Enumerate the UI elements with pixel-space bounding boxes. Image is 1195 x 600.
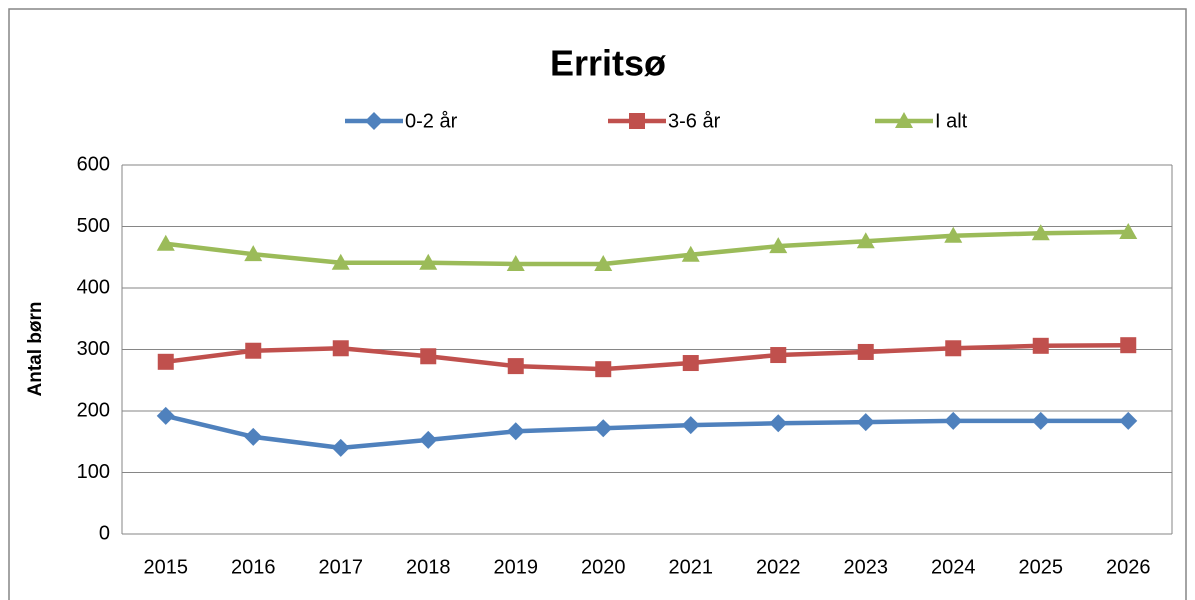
legend-marker <box>895 112 913 128</box>
data-point <box>944 226 963 243</box>
data-point <box>1119 223 1138 240</box>
x-tick-label: 2021 <box>669 556 714 578</box>
chart-title: Erritsø <box>550 43 666 84</box>
x-tick-label: 2024 <box>931 556 976 578</box>
series-line <box>165 342 1129 372</box>
data-point <box>331 253 350 270</box>
data-point <box>594 419 613 438</box>
data-point <box>945 340 962 357</box>
legend-marker <box>365 112 383 130</box>
data-point <box>1031 224 1050 241</box>
x-tick-label: 2020 <box>581 556 626 578</box>
data-point <box>156 234 175 251</box>
data-point <box>1031 411 1050 430</box>
data-point <box>420 348 437 365</box>
data-point <box>331 438 350 457</box>
data-point <box>681 416 700 435</box>
data-point <box>770 347 787 364</box>
x-tick-label: 2018 <box>406 556 451 578</box>
y-tick-label: 300 <box>77 338 110 360</box>
y-tick-label: 600 <box>77 153 110 175</box>
y-tick-label: 100 <box>77 461 110 483</box>
x-tick-label: 2022 <box>756 556 801 578</box>
data-point <box>681 245 700 262</box>
data-point <box>594 255 613 272</box>
x-tick-label: 2023 <box>844 556 889 578</box>
data-point <box>769 414 788 433</box>
data-point <box>419 430 438 449</box>
data-point <box>769 237 788 254</box>
legend-label: 3-6 år <box>668 110 721 132</box>
chart-border <box>8 8 1187 600</box>
x-tick-label: 2019 <box>494 556 539 578</box>
data-point <box>419 253 438 270</box>
data-point <box>157 353 174 370</box>
series-line <box>165 229 1129 267</box>
legend-label: I alt <box>935 110 968 132</box>
data-point <box>506 422 525 441</box>
series-line <box>165 413 1129 451</box>
data-point <box>595 361 612 378</box>
x-tick-label: 2016 <box>231 556 276 578</box>
x-tick-label: 2025 <box>1019 556 1064 578</box>
y-tick-label: 500 <box>77 215 110 237</box>
data-point <box>682 355 699 372</box>
y-tick-label: 400 <box>77 276 110 298</box>
y-tick-label: 200 <box>77 399 110 421</box>
data-point <box>1120 337 1137 354</box>
data-point <box>244 427 263 446</box>
y-axis-label: Antal børn <box>25 302 46 397</box>
data-point <box>507 358 524 375</box>
data-point <box>944 411 963 430</box>
data-point <box>506 255 525 272</box>
x-tick-label: 2026 <box>1106 556 1151 578</box>
x-tick-label: 2017 <box>319 556 364 578</box>
legend-marker <box>629 113 645 129</box>
data-point <box>1032 337 1049 354</box>
data-point <box>856 413 875 432</box>
y-tick-label: 0 <box>99 522 110 544</box>
data-point <box>244 245 263 262</box>
data-point <box>156 406 175 425</box>
data-point <box>245 342 262 359</box>
x-tick-label: 2015 <box>144 556 189 578</box>
data-point <box>332 340 349 357</box>
data-point <box>856 232 875 249</box>
legend-label: 0-2 år <box>405 110 458 132</box>
data-point <box>857 343 874 360</box>
data-point <box>1119 411 1138 430</box>
